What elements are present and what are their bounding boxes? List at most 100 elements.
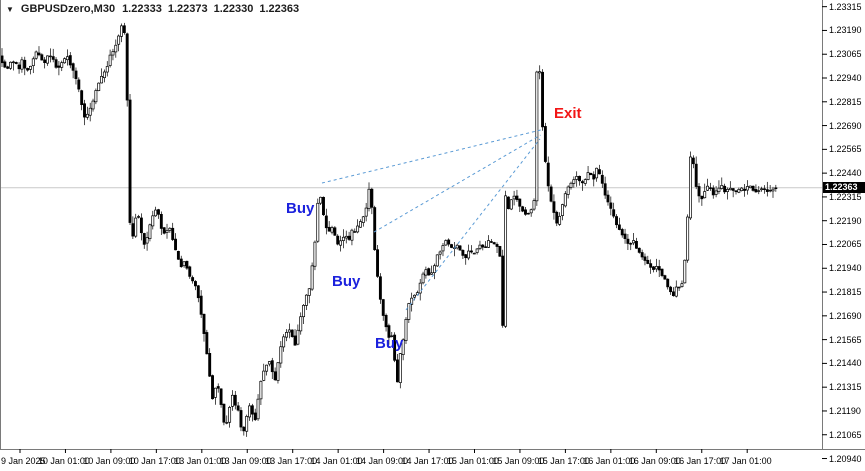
candle-body xyxy=(413,294,416,298)
trendline[interactable] xyxy=(321,129,542,184)
candle-body xyxy=(142,233,146,245)
price-axis-label: 1.21190 xyxy=(829,405,861,416)
candle-body xyxy=(561,204,564,216)
candle-body xyxy=(432,265,436,274)
candle-body xyxy=(410,297,414,305)
price-axis-label: 1.22565 xyxy=(829,144,862,155)
candle-body xyxy=(316,202,320,242)
candle-body xyxy=(384,314,388,328)
candle-body xyxy=(279,346,283,364)
candle-body xyxy=(563,193,567,207)
candle-body xyxy=(728,187,732,191)
candle-body xyxy=(706,185,710,191)
candle-body xyxy=(515,195,519,201)
candle-body xyxy=(535,71,539,202)
candle-body xyxy=(521,206,525,212)
candle-body xyxy=(68,55,72,66)
price-axis-label: 1.21440 xyxy=(829,358,862,369)
time-axis-label: 16 Jan 17:00 xyxy=(674,456,727,466)
candle-body xyxy=(578,175,581,182)
candle-body xyxy=(85,113,89,118)
candle-body xyxy=(600,174,604,184)
candle-body xyxy=(46,55,49,64)
candle-body xyxy=(566,186,570,195)
candle-body xyxy=(43,59,47,63)
candle-body xyxy=(586,172,590,180)
candle-body xyxy=(714,190,718,195)
candle-body xyxy=(165,230,169,233)
candle-body xyxy=(256,398,260,420)
candle-body xyxy=(350,229,354,241)
price-axis-label: 1.20940 xyxy=(829,453,862,464)
candle-body xyxy=(265,364,269,372)
buy-annotation[interactable]: Buy xyxy=(332,273,361,290)
candle-body xyxy=(0,55,4,64)
candle-body xyxy=(506,196,510,210)
candle-body xyxy=(259,380,263,400)
candle-body xyxy=(51,56,55,60)
price-axis-label: 1.22940 xyxy=(829,73,862,83)
candle-body xyxy=(324,215,328,229)
price-axis-label: 1.22440 xyxy=(829,168,862,179)
candle-body xyxy=(549,186,553,202)
candle-body xyxy=(654,266,658,270)
candle-body xyxy=(484,246,488,248)
candle-body xyxy=(680,283,684,287)
candle-body xyxy=(100,75,104,84)
candle-body xyxy=(327,226,331,232)
candle-body xyxy=(330,227,334,233)
exit-annotation[interactable]: Exit xyxy=(554,105,582,122)
chevron-down-icon[interactable]: ▼ xyxy=(6,4,14,14)
price-axis-label: 1.22315 xyxy=(829,191,862,202)
candle-body xyxy=(208,353,212,377)
candle-body xyxy=(737,189,741,193)
candle-body xyxy=(336,235,340,245)
candle-body xyxy=(296,329,300,345)
candle-body xyxy=(131,223,135,237)
candle-body xyxy=(760,188,764,191)
candle-body xyxy=(427,268,431,276)
candle-body xyxy=(646,259,650,264)
candle-body xyxy=(128,99,132,223)
candle-body xyxy=(629,243,633,245)
price-axis-label: 1.23065 xyxy=(829,49,862,60)
candle-body xyxy=(546,162,550,187)
candle-body xyxy=(461,249,465,256)
candle-body xyxy=(495,244,499,247)
candle-body xyxy=(74,70,78,79)
price-axis-label: 1.22815 xyxy=(829,96,862,107)
candle-body xyxy=(370,188,374,208)
candle-body xyxy=(657,266,661,271)
candle-body xyxy=(310,265,314,290)
candle-body xyxy=(401,339,405,355)
buy-annotation[interactable]: Buy xyxy=(375,335,404,352)
candle-body xyxy=(743,188,746,191)
trendline[interactable] xyxy=(373,134,541,233)
buy-annotation[interactable]: Buy xyxy=(286,200,315,217)
candle-body xyxy=(649,263,653,268)
candle-body xyxy=(60,62,64,68)
time-axis-label: 15 Jan 01:00 xyxy=(446,456,499,466)
candle-body xyxy=(501,255,505,326)
candle-body xyxy=(751,185,755,191)
candle-body xyxy=(151,215,155,227)
candle-body xyxy=(54,59,58,68)
candle-body xyxy=(154,209,158,217)
trendline[interactable] xyxy=(405,138,541,311)
candle-body xyxy=(771,188,775,192)
candle-body xyxy=(359,221,362,228)
candle-body xyxy=(373,207,377,251)
candle-body xyxy=(248,405,251,418)
price-axis-label: 1.21815 xyxy=(829,287,862,298)
price-axis-label: 1.21315 xyxy=(829,382,862,393)
time-axis-label: 14 Jan 17:00 xyxy=(401,456,454,466)
candle-body xyxy=(526,212,530,215)
candle-body xyxy=(640,252,644,258)
candle-body xyxy=(444,240,448,246)
price-axis-label: 1.21065 xyxy=(829,429,862,440)
candle-body xyxy=(9,61,12,69)
candle-body xyxy=(745,186,749,191)
candle-body xyxy=(322,196,325,216)
candle-body xyxy=(541,71,545,128)
